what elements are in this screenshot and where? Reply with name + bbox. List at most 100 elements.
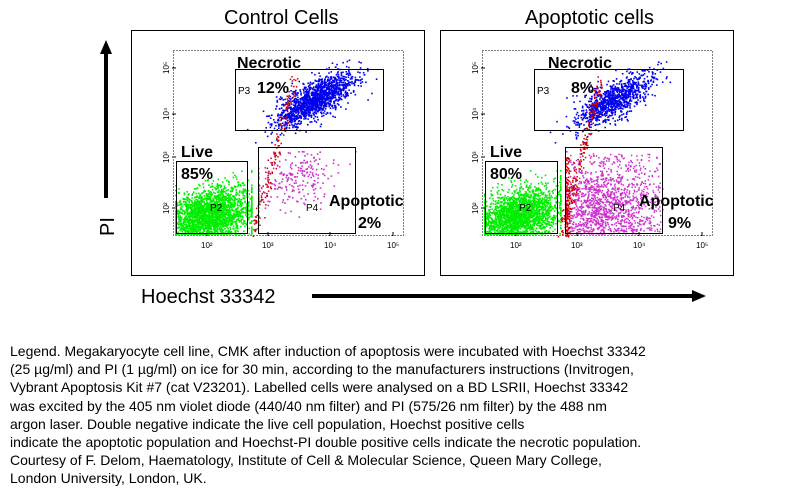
event-dot — [601, 114, 603, 117]
event-dot — [577, 121, 579, 123]
event-dot — [218, 228, 220, 231]
event-dot — [185, 209, 188, 211]
event-dot — [321, 90, 323, 93]
event-dot — [200, 195, 203, 198]
event-dot — [612, 109, 614, 111]
event-dot — [228, 210, 231, 212]
event-dot — [358, 61, 360, 63]
event-dot — [636, 85, 639, 87]
event-dot — [308, 95, 311, 98]
event-dot — [182, 223, 184, 226]
event-dot — [314, 98, 317, 100]
event-dot — [575, 136, 578, 139]
x-tick-label: 10⁴ — [633, 241, 646, 250]
event-dot — [332, 91, 334, 94]
event-dot — [269, 123, 272, 126]
event-dot — [319, 151, 321, 153]
event-dot — [204, 209, 206, 211]
event-dot — [294, 97, 296, 100]
event-dot — [234, 199, 237, 201]
event-dot — [319, 90, 322, 92]
event-dot — [289, 121, 291, 123]
event-dot — [258, 184, 261, 187]
event-dot — [309, 110, 311, 113]
event-dot — [371, 92, 373, 95]
event-dot — [187, 229, 190, 232]
event-dot — [238, 199, 240, 202]
event-dot — [289, 112, 291, 114]
event-dot — [222, 203, 224, 205]
event-dot — [325, 95, 328, 97]
event-dot — [299, 90, 302, 93]
event-dot — [179, 229, 181, 232]
event-dot — [313, 199, 315, 202]
event-dot — [619, 97, 622, 100]
event-dot — [280, 107, 283, 109]
event-dot — [208, 224, 210, 227]
event-dot — [365, 81, 367, 84]
event-dot — [603, 96, 606, 99]
event-dot — [309, 102, 312, 104]
event-dot — [274, 156, 276, 158]
event-dot — [270, 133, 273, 135]
event-dot — [303, 175, 306, 177]
event-dot — [227, 227, 229, 230]
event-dot — [234, 174, 236, 177]
event-dot — [306, 88, 308, 91]
event-dot — [217, 205, 220, 208]
event-dot — [320, 87, 322, 90]
event-dot — [313, 102, 316, 105]
event-dot — [273, 127, 276, 130]
event-dot — [190, 224, 192, 227]
event-dot — [286, 114, 289, 117]
event-dot — [198, 227, 200, 229]
event-dot — [277, 119, 279, 121]
event-dot — [233, 185, 236, 187]
event-dot — [243, 184, 246, 186]
event-dot — [190, 226, 193, 229]
event-dot — [214, 211, 217, 213]
event-dot — [304, 117, 307, 119]
event-dot — [332, 90, 335, 93]
event-dot — [293, 189, 295, 192]
event-dot — [630, 87, 632, 89]
event-dot — [218, 224, 220, 227]
event-dot — [311, 92, 313, 95]
event-dot — [232, 176, 235, 179]
event-dot — [274, 121, 277, 124]
event-dot — [307, 99, 309, 101]
event-dot — [643, 77, 646, 80]
event-dot — [338, 94, 341, 96]
event-dot — [244, 200, 246, 203]
event-dot — [294, 110, 297, 112]
event-dot — [294, 115, 296, 118]
event-dot — [235, 210, 238, 213]
event-dot — [220, 232, 223, 234]
event-dot — [292, 189, 294, 191]
event-dot — [334, 104, 336, 107]
event-dot — [243, 221, 246, 223]
event-dot — [274, 154, 276, 156]
event-dot — [604, 118, 606, 121]
event-dot — [589, 115, 592, 117]
event-dot — [303, 151, 305, 153]
event-dot — [175, 220, 177, 222]
event-dot — [644, 69, 647, 72]
event-dot — [215, 208, 218, 211]
event-dot — [267, 204, 270, 207]
event-dot — [204, 221, 206, 224]
event-dot — [205, 209, 208, 211]
event-dot — [188, 213, 191, 215]
event-dot — [190, 215, 192, 218]
event-dot — [237, 213, 239, 216]
event-dot — [217, 184, 220, 186]
event-dot — [199, 207, 202, 209]
event-dot — [279, 186, 282, 189]
event-dot — [314, 196, 317, 198]
event-dot — [183, 200, 185, 203]
event-dot — [644, 84, 647, 87]
event-dot — [323, 90, 325, 92]
event-dot — [619, 115, 621, 117]
event-dot — [215, 187, 217, 190]
